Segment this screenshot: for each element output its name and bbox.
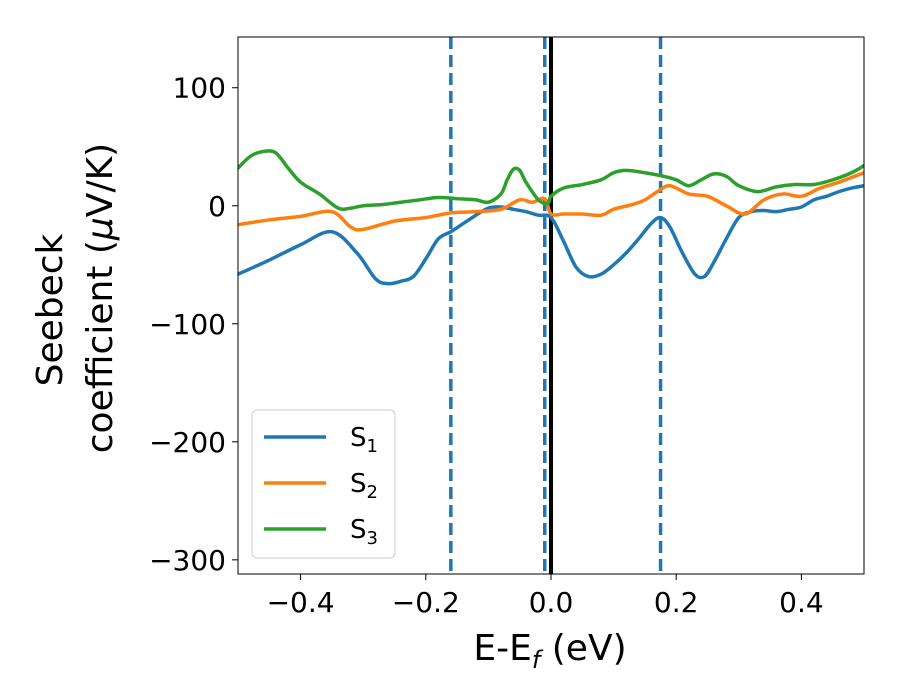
x-tick-label: −0.4 [267, 586, 335, 619]
y-axis-label-line1: Seebeck [30, 233, 71, 386]
y-tick-label: 100 [173, 72, 226, 105]
y-tick-label: −100 [149, 308, 226, 341]
series-line-s3 [238, 149, 864, 212]
legend-entries: S1 S2 S3 [264, 423, 378, 549]
legend-label-s3: S3 [350, 515, 378, 549]
x-axis-label: E-Ef (eV) [473, 628, 626, 674]
legend: S1 S2 S3 [251, 409, 396, 559]
x-tick-label: 0.2 [654, 586, 699, 619]
legend-label-s1: S1 [350, 423, 378, 457]
y-axis-label-line2: coefficient (μV/K) [80, 143, 121, 453]
series-line-s1 [238, 183, 864, 286]
x-tick-label: 0.4 [779, 586, 824, 619]
y-axis-ticks: 100 0 −100 −200 −300 [149, 72, 238, 577]
vertical-lines [449, 37, 663, 574]
legend-label-s2: S2 [350, 469, 378, 503]
x-tick-label: 0.0 [529, 586, 574, 619]
x-axis-ticks: −0.4 −0.2 0.0 0.2 0.4 [267, 574, 824, 619]
y-tick-label: −300 [149, 544, 226, 577]
x-tick-label: −0.2 [392, 586, 460, 619]
series-lines [238, 149, 864, 286]
y-tick-label: −200 [149, 426, 226, 459]
y-tick-label: 0 [208, 190, 226, 223]
series-line-s2 [238, 170, 864, 232]
y-axis-label: Seebeck coefficient (μV/K) [30, 143, 121, 453]
